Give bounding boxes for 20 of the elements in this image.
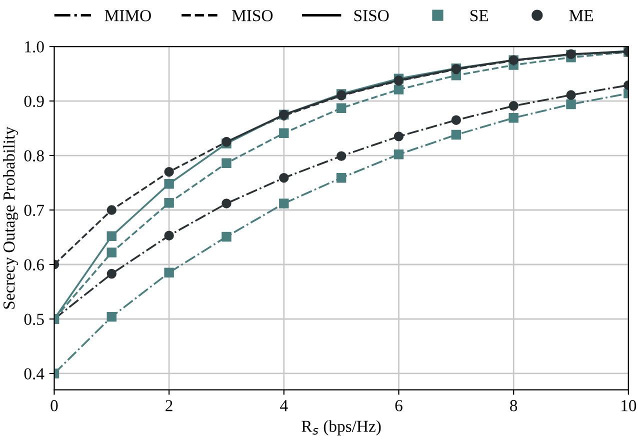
text: SISO (354, 10, 389, 22)
x-tick-label: 4 (280, 400, 288, 412)
y-tick-label: 1.0 (25, 41, 44, 53)
y-tick-label: 0.6 (24, 259, 44, 271)
y-axis-title: Secrecy Outage Probability (2, 126, 18, 309)
text: ME (569, 10, 594, 22)
x-axis-title: R$_{s}$ (bps/Hz) (302, 420, 381, 436)
y-tick-label: 0.5 (24, 314, 44, 326)
x-tick-label: 2 (166, 400, 172, 412)
text: MISO (232, 10, 273, 22)
y-tick-label: 0.4 (24, 368, 44, 380)
y-tick-label: 0.9 (24, 96, 44, 108)
text: MIMO (104, 10, 151, 22)
x-tick-label: 6 (395, 400, 402, 412)
y-tick-label: 0.8 (24, 150, 44, 162)
x-tick-label: 10 (622, 400, 636, 412)
x-tick-label: 8 (510, 400, 518, 412)
y-tick-label: 0.7 (24, 204, 44, 216)
x-tick-label: 0 (50, 400, 58, 412)
text: SE (470, 10, 488, 22)
